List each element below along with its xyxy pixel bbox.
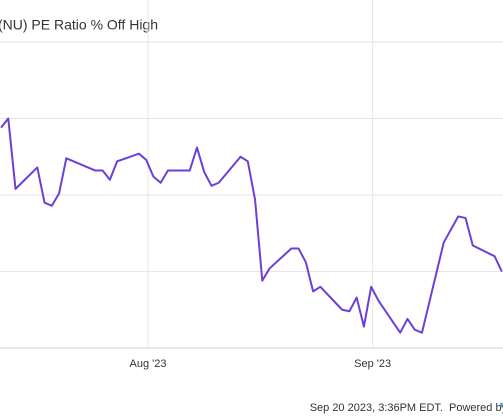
x-tick-label: Aug '23 (129, 358, 166, 370)
logo (500, 403, 503, 408)
x-tick-label: Sep '23 (354, 358, 391, 370)
powered-by: Powered by (449, 402, 503, 414)
line (0, 117, 503, 334)
chart-title: (NU) PE Ratio % Off High (0, 17, 158, 33)
footer-timestamp: Sep 20 2023, 3:36PM EDT. (310, 402, 443, 414)
